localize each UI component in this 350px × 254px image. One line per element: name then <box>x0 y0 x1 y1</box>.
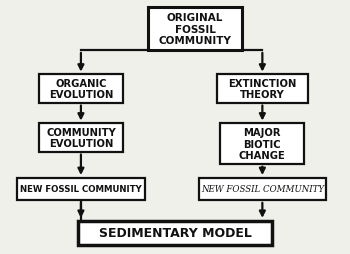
Text: ORIGINAL
FOSSIL
COMMUNITY: ORIGINAL FOSSIL COMMUNITY <box>159 13 232 46</box>
FancyBboxPatch shape <box>217 75 308 103</box>
Text: COMMUNITY
EVOLUTION: COMMUNITY EVOLUTION <box>46 127 116 149</box>
Text: SEDIMENTARY MODEL: SEDIMENTARY MODEL <box>99 227 251 240</box>
Text: NEW FOSSIL COMMUNITY: NEW FOSSIL COMMUNITY <box>20 185 142 194</box>
FancyBboxPatch shape <box>17 178 145 200</box>
FancyBboxPatch shape <box>220 124 304 164</box>
Text: NEW FOSSIL COMMUNITY: NEW FOSSIL COMMUNITY <box>201 185 324 194</box>
FancyBboxPatch shape <box>39 124 123 152</box>
FancyBboxPatch shape <box>198 178 326 200</box>
FancyBboxPatch shape <box>78 221 272 245</box>
Text: MAJOR
BIOTIC
CHANGE: MAJOR BIOTIC CHANGE <box>239 128 286 161</box>
Text: EXTINCTION
THEORY: EXTINCTION THEORY <box>228 78 296 100</box>
FancyBboxPatch shape <box>39 75 123 103</box>
Text: ORGANIC
EVOLUTION: ORGANIC EVOLUTION <box>49 78 113 100</box>
FancyBboxPatch shape <box>148 8 242 51</box>
